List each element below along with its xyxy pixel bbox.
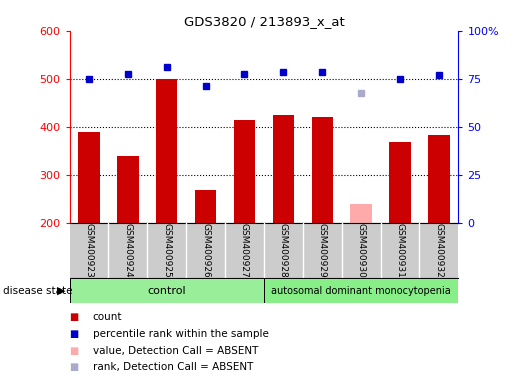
Text: count: count: [93, 312, 122, 322]
Text: GSM400928: GSM400928: [279, 223, 288, 278]
Text: GSM400931: GSM400931: [396, 223, 404, 278]
Bar: [117, 156, 139, 223]
Bar: [195, 190, 216, 223]
Text: ■: ■: [70, 312, 79, 322]
Title: GDS3820 / 213893_x_at: GDS3820 / 213893_x_at: [183, 15, 345, 28]
Text: GSM400930: GSM400930: [357, 223, 366, 278]
Text: disease state: disease state: [3, 286, 72, 296]
Text: value, Detection Call = ABSENT: value, Detection Call = ABSENT: [93, 346, 258, 356]
Text: control: control: [147, 286, 186, 296]
Text: rank, Detection Call = ABSENT: rank, Detection Call = ABSENT: [93, 362, 253, 372]
Text: GSM400926: GSM400926: [201, 223, 210, 278]
Text: GSM400932: GSM400932: [435, 223, 443, 278]
Bar: [428, 136, 450, 223]
Text: ■: ■: [70, 362, 79, 372]
Text: GSM400923: GSM400923: [84, 223, 93, 278]
Text: ■: ■: [70, 346, 79, 356]
Text: autosomal dominant monocytopenia: autosomal dominant monocytopenia: [271, 286, 451, 296]
Bar: [350, 204, 372, 223]
Bar: [156, 79, 178, 223]
Bar: [389, 142, 411, 223]
Text: percentile rank within the sample: percentile rank within the sample: [93, 329, 269, 339]
Text: GSM400924: GSM400924: [124, 223, 132, 278]
Bar: [234, 119, 255, 223]
Text: GSM400925: GSM400925: [162, 223, 171, 278]
Text: ■: ■: [70, 329, 79, 339]
Bar: [312, 117, 333, 223]
Bar: [78, 131, 100, 223]
Bar: [272, 115, 294, 223]
Text: ▶: ▶: [57, 286, 66, 296]
Bar: [70, 278, 264, 303]
Bar: [264, 278, 458, 303]
Text: GSM400929: GSM400929: [318, 223, 327, 278]
Text: GSM400927: GSM400927: [240, 223, 249, 278]
